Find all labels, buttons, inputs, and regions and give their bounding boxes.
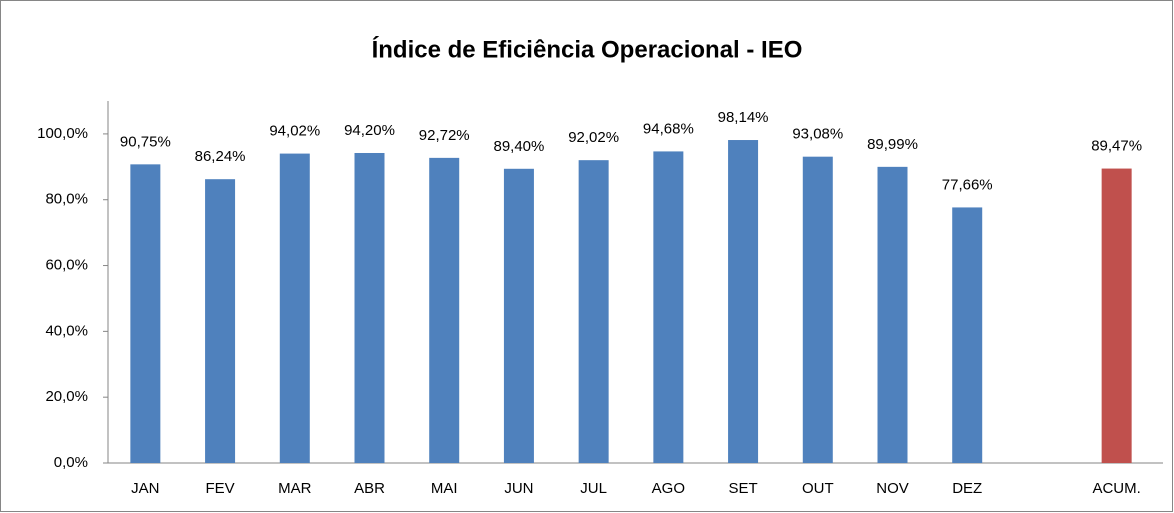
x-tick-label: ABR [354, 480, 385, 497]
data-label: 93,08% [792, 126, 843, 143]
y-tick-label: 20,0% [45, 388, 88, 405]
y-tick-label: 100,0% [37, 125, 88, 142]
bar [653, 151, 684, 463]
y-tick-label: 40,0% [45, 322, 88, 339]
bar [279, 153, 310, 463]
bar [802, 156, 833, 463]
bar [354, 152, 385, 463]
x-tick-label: JAN [131, 480, 159, 497]
x-tick-label: MAI [431, 480, 458, 497]
y-tick-label: 0,0% [54, 454, 88, 471]
x-tick-label: NOV [876, 480, 909, 497]
data-label: 86,24% [195, 148, 246, 165]
x-tick-label: AGO [652, 480, 685, 497]
data-label: 89,40% [493, 138, 544, 155]
bar [429, 157, 460, 463]
bar [952, 207, 983, 463]
bar [1101, 168, 1132, 463]
data-label: 89,47% [1091, 138, 1142, 155]
bar [503, 168, 534, 463]
data-label: 90,75% [120, 133, 171, 150]
x-tick-label: ACUM. [1092, 480, 1140, 497]
data-label: 94,68% [643, 120, 694, 137]
data-label: 94,20% [344, 122, 395, 139]
data-label: 94,02% [269, 123, 320, 140]
x-tick-label: SET [728, 480, 757, 497]
data-label: 92,02% [568, 129, 619, 146]
x-tick-label: FEV [205, 480, 234, 497]
data-label: 89,99% [867, 136, 918, 153]
data-label: 92,72% [419, 127, 470, 144]
y-tick-label: 80,0% [45, 191, 88, 208]
chart-title: Índice de Eficiência Operacional - IEO [372, 35, 803, 63]
x-tick-label: MAR [278, 480, 312, 497]
bar [205, 179, 236, 463]
bar [877, 166, 908, 464]
data-label: 77,66% [942, 176, 993, 193]
bar [130, 164, 161, 463]
x-tick-label: DEZ [952, 480, 982, 497]
bar [728, 140, 759, 463]
x-tick-label: OUT [802, 480, 834, 497]
data-label: 98,14% [718, 109, 769, 126]
bar [578, 160, 609, 464]
x-tick-label: JUL [580, 480, 607, 497]
y-tick-label: 60,0% [45, 257, 88, 274]
x-tick-label: JUN [504, 480, 533, 497]
